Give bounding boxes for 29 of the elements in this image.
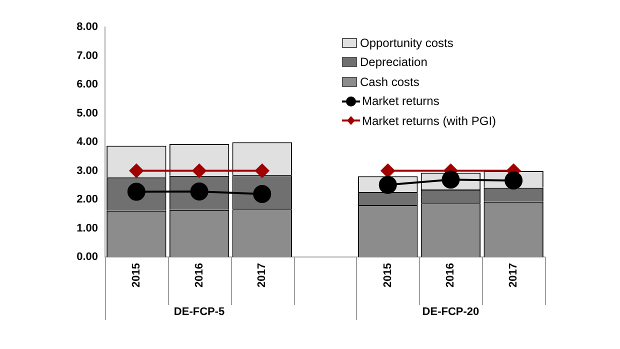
y-tick-label: 6.00 xyxy=(76,78,98,91)
legend-label: Depreciation xyxy=(360,55,428,70)
x-tick-label: 2015 xyxy=(130,263,142,288)
x-tick-label: 2016 xyxy=(193,263,206,288)
y-tick-label: 3.00 xyxy=(76,164,98,177)
y-tick-label: 0.00 xyxy=(76,251,98,264)
y-tick-label: 7.00 xyxy=(76,50,98,62)
point xyxy=(255,164,270,178)
y-tick-label: 1.00 xyxy=(76,222,98,234)
x-tick-label: 2017 xyxy=(256,263,268,288)
y-tick-label: 4.00 xyxy=(76,136,98,148)
y-tick-label: 8.00 xyxy=(76,21,98,34)
point xyxy=(504,172,523,190)
legend-label: Market returns xyxy=(362,94,440,108)
x-tick-label: 2016 xyxy=(444,263,457,288)
point xyxy=(442,170,460,189)
y-tick-label: 5.00 xyxy=(76,107,98,120)
legend-label: Market returns (with PGI) xyxy=(362,114,496,128)
text: DE-FCP-20 xyxy=(422,306,480,318)
point xyxy=(129,164,144,178)
legend-label: Cash costs xyxy=(360,74,420,89)
text: DE-FCP-5 xyxy=(174,306,225,318)
legend-label: Opportunity costs xyxy=(360,36,454,50)
x-tick-label: 2015 xyxy=(382,263,394,288)
y-tick-label: 2.00 xyxy=(76,194,98,206)
point xyxy=(192,164,206,178)
point xyxy=(378,176,397,194)
point xyxy=(380,164,395,178)
x-tick-label: 2017 xyxy=(508,263,520,288)
